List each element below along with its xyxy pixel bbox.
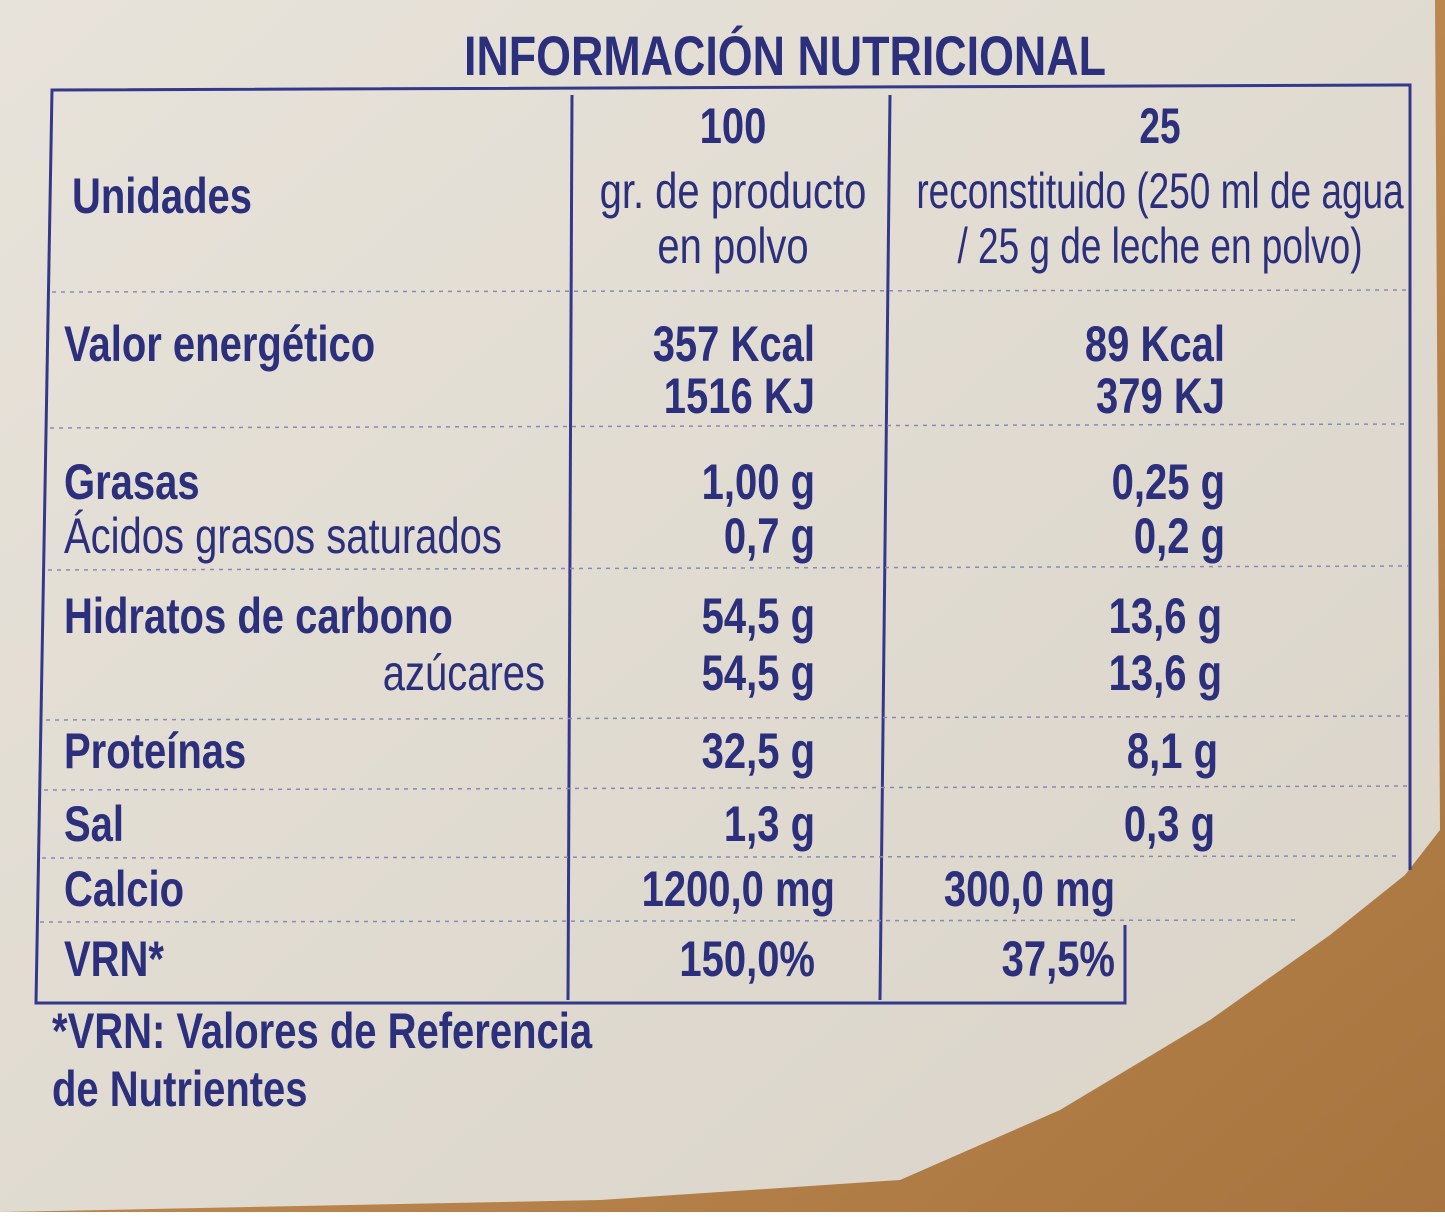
column-header: gr. de producto bbox=[600, 163, 867, 219]
row-line bbox=[45, 715, 1409, 721]
header-label: Unidades bbox=[72, 168, 252, 224]
value-25g: 89 Kcal bbox=[1085, 316, 1225, 372]
row-label: Hidratos de carbono bbox=[64, 588, 453, 644]
value-25g: 0,2 g bbox=[1134, 508, 1225, 564]
footnote: *VRN: Valores de Referencia bbox=[52, 1003, 593, 1059]
value-100g: 1516 KJ bbox=[664, 368, 815, 424]
value-25g: 379 KJ bbox=[1096, 368, 1225, 424]
value-100g: 357 Kcal bbox=[653, 316, 815, 372]
value-100g: 1,3 g bbox=[724, 796, 815, 852]
value-100g: 0,7 g bbox=[724, 508, 815, 564]
row-label: Proteínas bbox=[64, 723, 246, 779]
column-header: 25 bbox=[1139, 99, 1180, 155]
title: INFORMACIÓN NUTRICIONAL bbox=[464, 24, 1106, 87]
table-border bbox=[34, 83, 1412, 1005]
row-line bbox=[49, 423, 1409, 429]
row-label: VRN* bbox=[64, 931, 164, 987]
row-label: Grasas bbox=[64, 454, 200, 510]
value-25g: 13,6 g bbox=[1109, 645, 1222, 701]
value-100g: 54,5 g bbox=[702, 588, 815, 644]
value-25g: 13,6 g bbox=[1109, 588, 1222, 644]
column-header: reconstituido (250 ml de agua bbox=[916, 164, 1404, 220]
value-100g: 54,5 g bbox=[702, 645, 815, 701]
row-line bbox=[43, 785, 1409, 791]
row-label: Sal bbox=[64, 796, 124, 852]
value-100g: 150,0% bbox=[679, 931, 815, 987]
footnote: de Nutrientes bbox=[52, 1061, 308, 1117]
row-label: Valor energético bbox=[64, 316, 375, 372]
column-header: 100 bbox=[700, 98, 767, 154]
value-100g: 32,5 g bbox=[702, 723, 815, 779]
value-25g: 8,1 g bbox=[1127, 723, 1218, 779]
column-line bbox=[878, 94, 892, 1001]
row-line bbox=[47, 565, 1409, 571]
column-line bbox=[566, 94, 574, 1001]
value-100g: 1,00 g bbox=[702, 454, 815, 510]
row-label: azúcares bbox=[383, 645, 545, 701]
row-label: Calcio bbox=[64, 861, 184, 917]
row-label: Ácidos grasos saturados bbox=[64, 508, 502, 564]
row-line bbox=[39, 919, 1301, 923]
column-header: / 25 g de leche en polvo) bbox=[957, 219, 1362, 275]
row-line bbox=[51, 289, 1409, 293]
row-line bbox=[41, 855, 1401, 859]
value-100g: 1200,0 mg bbox=[642, 861, 835, 917]
value-25g: 0,25 g bbox=[1112, 454, 1225, 510]
value-25g: 37,5% bbox=[1002, 931, 1115, 987]
value-25g: 300,0 mg bbox=[944, 861, 1115, 917]
outer-border bbox=[34, 83, 1412, 1005]
row-lines bbox=[39, 289, 1409, 923]
value-25g: 0,3 g bbox=[1124, 796, 1215, 852]
column-header: en polvo bbox=[657, 218, 808, 274]
